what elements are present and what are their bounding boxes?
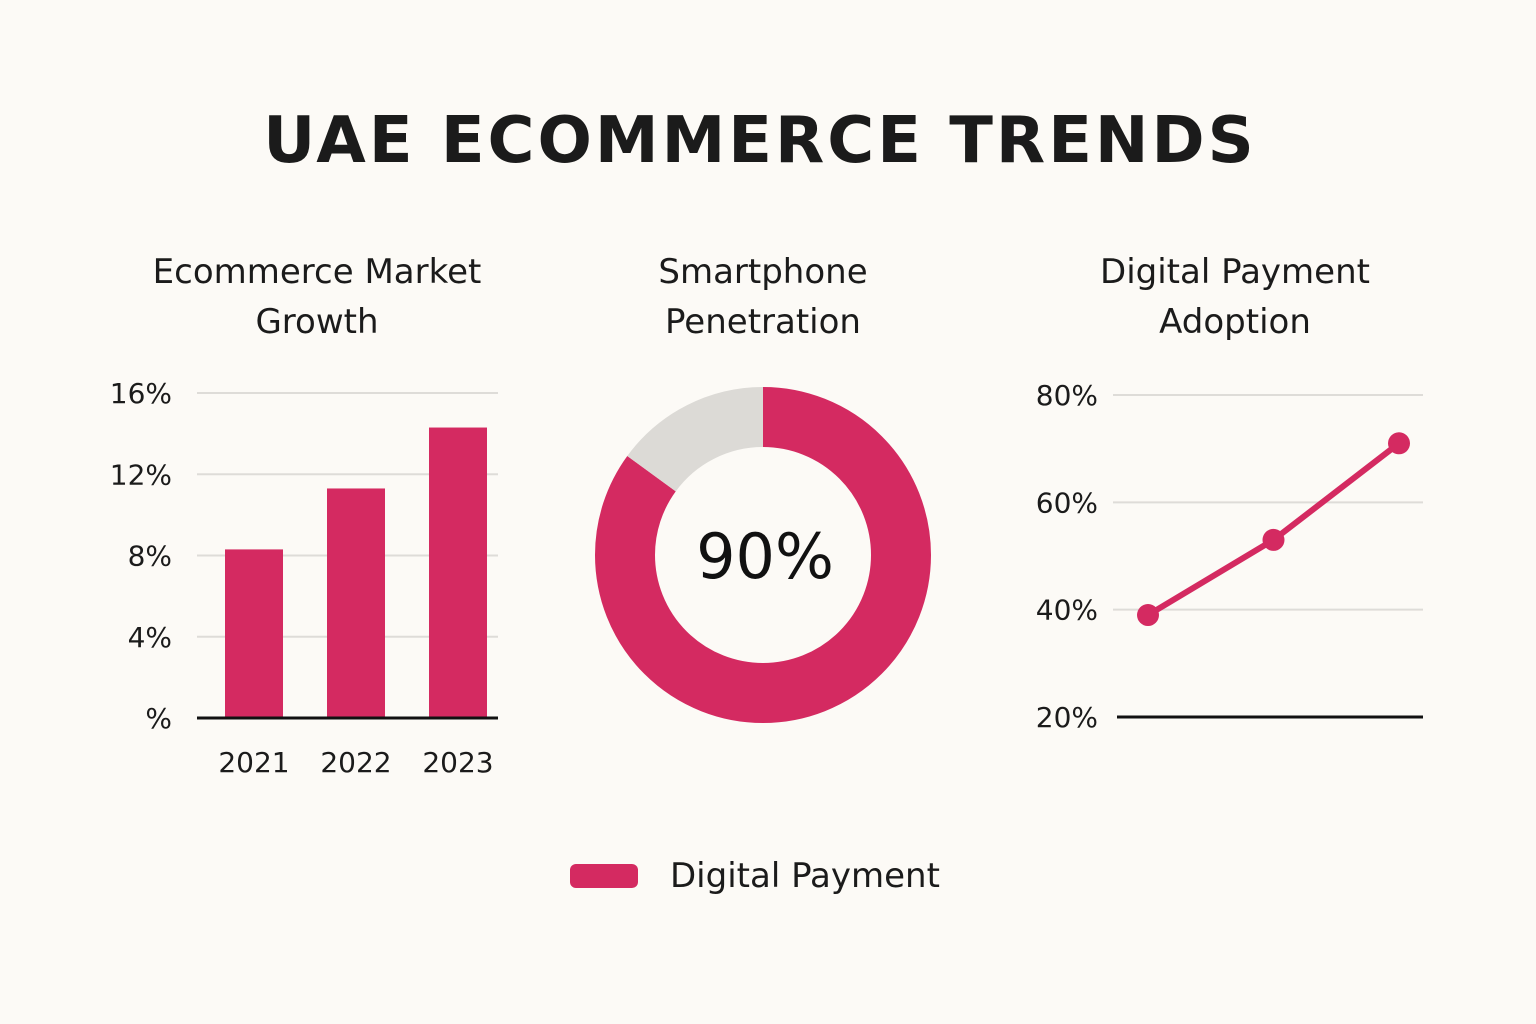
bar: [429, 427, 487, 718]
bar-chart-title-line1: Ecommerce Market: [152, 252, 482, 292]
donut-slice: [595, 387, 931, 723]
page-title: UAE ECOMMERCE TRENDS: [263, 104, 1257, 178]
donut-chart-title-line2: Penetration: [665, 302, 861, 342]
legend-swatch: [570, 864, 638, 888]
donut-chart-title: Smartphone Penetration: [563, 247, 963, 347]
legend: Digital Payment: [570, 852, 940, 900]
line-y-tick-label: 40%: [1036, 594, 1098, 627]
line-chart-title-line1: Digital Payment: [1100, 252, 1370, 292]
bar-x-tick-label: 2022: [320, 746, 391, 779]
line-chart-title: Digital Payment Adoption: [1035, 247, 1435, 347]
bar-chart-title: Ecommerce Market Growth: [117, 247, 517, 347]
donut-chart-title-line1: Smartphone: [658, 252, 868, 292]
line-y-tick-label: 60%: [1036, 486, 1098, 519]
bar-y-tick-label: 16%: [110, 377, 172, 410]
data-point: [1388, 432, 1410, 455]
data-point: [1262, 528, 1285, 551]
bar-y-tick-label: %: [145, 702, 172, 735]
bar-x-tick-label: 2023: [422, 746, 493, 779]
bar-y-tick-label: 8%: [128, 540, 172, 573]
legend-label: Digital Payment: [670, 856, 940, 896]
bar: [327, 488, 385, 718]
donut-center-label: 90%: [696, 520, 834, 593]
data-point: [1137, 604, 1159, 627]
bar-chart-title-line2: Growth: [255, 302, 379, 342]
line-chart-title-line2: Adoption: [1159, 302, 1311, 342]
line-y-tick-label: 20%: [1036, 701, 1098, 734]
line-y-tick-label: 80%: [1036, 379, 1098, 412]
bar: [225, 549, 283, 718]
bar-x-tick-label: 2021: [218, 746, 289, 779]
bar-y-tick-label: 4%: [128, 621, 172, 654]
bar-y-tick-label: 12%: [110, 458, 172, 491]
